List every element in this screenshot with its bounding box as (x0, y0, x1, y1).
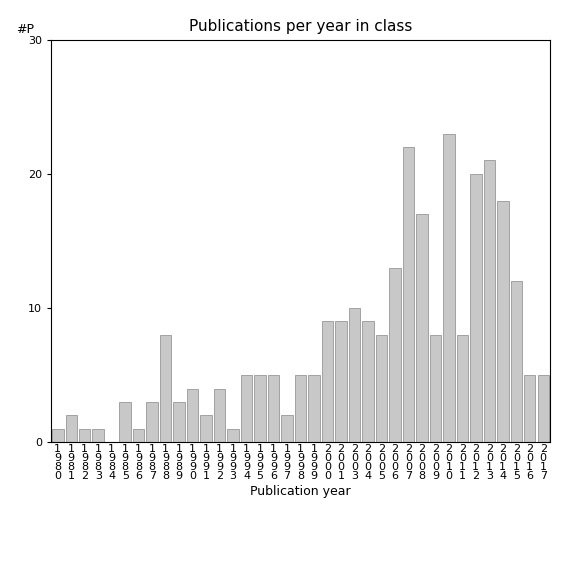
Bar (92, 429, 104, 442)
Bar (470, 174, 481, 442)
Bar (484, 160, 495, 442)
Bar (295, 375, 306, 442)
Bar (416, 214, 428, 442)
Bar (255, 375, 266, 442)
Bar (497, 201, 509, 442)
Bar (443, 134, 455, 442)
Bar (146, 402, 158, 442)
Bar (403, 147, 414, 442)
Text: #P: #P (16, 23, 34, 36)
Title: Publications per year in class: Publications per year in class (189, 19, 412, 35)
Bar (214, 388, 225, 442)
Bar (160, 335, 171, 442)
X-axis label: Publication year: Publication year (250, 485, 351, 498)
Bar (308, 375, 320, 442)
Bar (362, 321, 374, 442)
Bar (510, 281, 522, 442)
Bar (66, 416, 77, 442)
Bar (321, 321, 333, 442)
Bar (281, 416, 293, 442)
Bar (456, 335, 468, 442)
Bar (187, 388, 198, 442)
Bar (120, 402, 131, 442)
Bar (349, 308, 360, 442)
Bar (200, 416, 212, 442)
Bar (538, 375, 549, 442)
Bar (524, 375, 535, 442)
Bar (389, 268, 401, 442)
Bar (241, 375, 252, 442)
Bar (227, 429, 239, 442)
Bar (376, 335, 387, 442)
Bar (79, 429, 91, 442)
Bar (430, 335, 441, 442)
Bar (174, 402, 185, 442)
Bar (268, 375, 280, 442)
Bar (133, 429, 145, 442)
Bar (335, 321, 346, 442)
Bar (52, 429, 64, 442)
